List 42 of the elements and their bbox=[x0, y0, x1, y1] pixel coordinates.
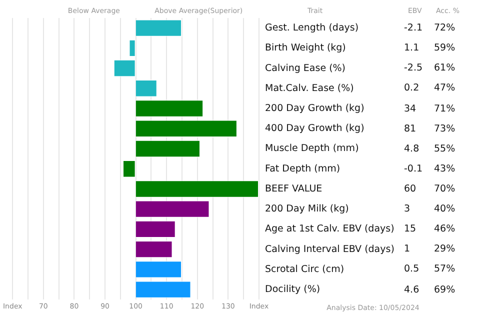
text: -0.1 bbox=[404, 163, 423, 174]
text: 73% bbox=[434, 123, 456, 134]
text: 46% bbox=[434, 224, 456, 235]
y-tick-label: Muscle Depth (mm) bbox=[265, 143, 359, 154]
text: -2.5 bbox=[404, 62, 423, 74]
text: 15 bbox=[404, 224, 416, 235]
text: 72% bbox=[434, 22, 456, 34]
text: 1.1 bbox=[404, 42, 420, 54]
y-tick-label: Age at 1st Calv. EBV (days) bbox=[265, 224, 394, 235]
text: 81 bbox=[404, 123, 416, 134]
y-tick-label: Scrotal Circ (cm) bbox=[265, 264, 344, 275]
text: 69% bbox=[434, 284, 456, 296]
y-tick-label: Birth Weight (kg) bbox=[265, 42, 346, 54]
text: 29% bbox=[434, 244, 456, 255]
text: -2.1 bbox=[404, 22, 423, 34]
text: 40% bbox=[434, 204, 456, 215]
y-tick-label: 400 Day Growth (kg) bbox=[265, 123, 364, 134]
text: 55% bbox=[434, 143, 456, 154]
text: 57% bbox=[434, 264, 456, 275]
text: 61% bbox=[434, 62, 456, 74]
text: 4.6 bbox=[404, 284, 420, 296]
text: 70% bbox=[434, 183, 456, 194]
text: 3 bbox=[404, 204, 410, 215]
y-tick-label: Gest. Length (days) bbox=[265, 22, 359, 34]
y-tick-label: Mat.Calv. Ease (%) bbox=[265, 82, 354, 94]
text: 34 bbox=[404, 103, 416, 114]
text: 1 bbox=[404, 244, 410, 255]
y-tick-label: Fat Depth (mm) bbox=[265, 163, 340, 174]
text: 0.2 bbox=[404, 82, 420, 94]
y-tick-label: 200 Day Growth (kg) bbox=[265, 102, 364, 114]
text: 60 bbox=[404, 183, 416, 194]
text: 59% bbox=[434, 42, 456, 54]
text: 0.5 bbox=[404, 264, 420, 275]
y-tick-label: Calving Ease (%) bbox=[265, 62, 346, 74]
y-tick-label: BEEF VALUE bbox=[265, 183, 322, 194]
text: 43% bbox=[434, 163, 456, 174]
y-tick-label: Calving Interval EBV (days) bbox=[265, 244, 394, 255]
text: 71% bbox=[434, 103, 456, 114]
text: 4.8 bbox=[404, 143, 420, 154]
y-tick-label: Docility (%) bbox=[265, 284, 320, 296]
text: 47% bbox=[434, 82, 456, 94]
y-tick-label: 200 Day Milk (kg) bbox=[265, 204, 349, 215]
